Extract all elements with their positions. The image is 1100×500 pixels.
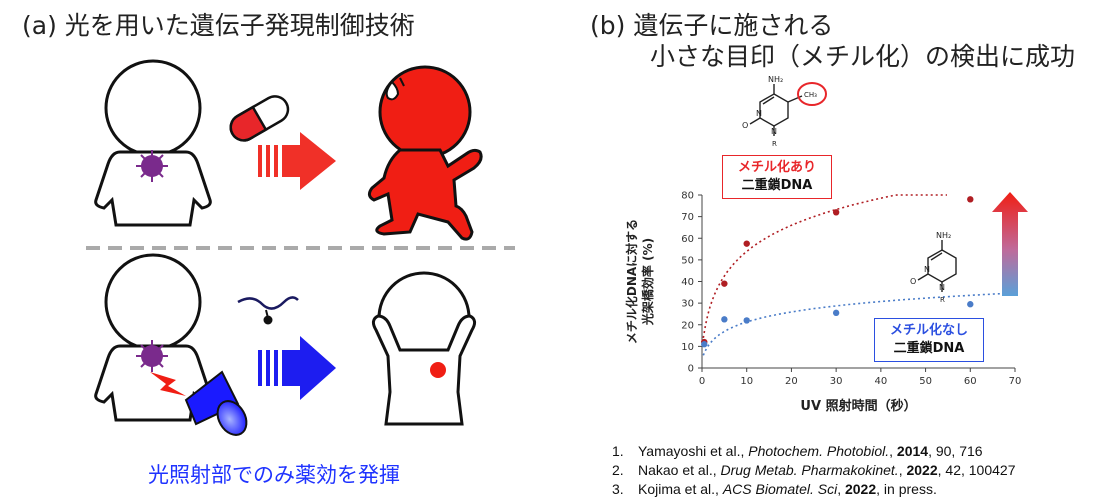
increase-arrow-icon (992, 192, 1028, 296)
y-tick-label: 80 (681, 191, 694, 202)
data-point (701, 341, 708, 348)
y-tick-label: 70 (681, 212, 694, 223)
x-tick-label: 50 (919, 376, 932, 387)
oligo-strand-icon (237, 296, 299, 325)
data-point (743, 240, 750, 247)
y-axis-label-line2: 光架橋効率 (%) (640, 238, 655, 326)
treated-spot-icon (430, 362, 446, 378)
r-label: R (772, 140, 777, 148)
x-tick-label: 60 (964, 376, 977, 387)
data-point (721, 280, 728, 287)
figure-healed (371, 271, 477, 426)
figure-top-left (94, 59, 212, 227)
data-point (832, 209, 840, 216)
figure-red-side-effect (367, 65, 483, 241)
ch3-label: CH₃ (804, 91, 817, 99)
fit-curve (702, 194, 947, 339)
methyl-highlight-circle (797, 82, 827, 106)
x-tick-label: 10 (740, 376, 753, 387)
panel-a-title: (a) 光を用いた遺伝子発現制御技術 (22, 11, 415, 40)
n3-label-2: N (924, 265, 930, 274)
data-point (743, 317, 750, 324)
n1-label-2: N (939, 283, 945, 292)
panel-a-caption: 光照射部でのみ薬効を発揮 (148, 463, 400, 487)
n3-label: N (756, 109, 762, 118)
reference-item: 3. Kojima et al., ACS Biomatel. Sci, 2022… (612, 481, 937, 497)
x-tick-label: 40 (874, 376, 887, 387)
reference-item: 2. Nakao et al., Drug Metab. Pharmakokine… (612, 462, 1016, 478)
methylated-label: メチル化あり (737, 160, 816, 175)
figure-bottom-left (94, 253, 212, 422)
crosslink-chart: 0 10 20 30 40 50 60 70 0 10 20 30 40 50 60 70 80 UV 照射時間… (624, 191, 1022, 415)
x-tick-label: 20 (785, 376, 798, 387)
panel-a-illustration (86, 59, 515, 436)
methylated-dsdna-label: 二重鎖DNA (741, 178, 813, 193)
data-point (721, 316, 728, 323)
reference-item: 1. Yamayoshi et al., Photochem. Photobiol… (612, 443, 983, 459)
disease-spot-icon-bottom (136, 340, 168, 372)
nh2-label: NH₂ (768, 75, 783, 84)
unmethylated-dsdna-label: 二重鎖DNA (893, 341, 965, 356)
y-axis-label-line1: メチル化DNAに対する (624, 219, 639, 344)
sweat-drop-icon (385, 77, 405, 101)
x-axis-label: UV 照射時間（秒） (800, 398, 916, 414)
o-label-2: O (910, 277, 916, 286)
y-tick-label: 60 (681, 234, 694, 245)
n1-label: N (771, 127, 777, 136)
x-tick-label: 30 (830, 376, 843, 387)
data-point (832, 309, 840, 317)
panel-b-title-line1: (b) 遺伝子に施される (590, 11, 834, 40)
data-point (967, 196, 974, 203)
red-arrow-icon (258, 132, 336, 190)
lightning-icon (150, 372, 186, 396)
panel-b-title-line2: 小さな目印（メチル化）の検出に成功 (650, 42, 1076, 71)
y-tick-label: 0 (688, 364, 694, 375)
methylated-label-box: メチル化あり 二重鎖DNA (722, 155, 832, 199)
y-tick-label: 30 (681, 299, 694, 310)
unmethylated-label: メチル化なし (889, 323, 968, 338)
blue-arrow-icon (258, 336, 336, 400)
nh2-label-2: NH₂ (936, 231, 951, 240)
methylcytosine-structure: NH₂ CH₃ N N O R (742, 75, 827, 148)
data-point (967, 301, 974, 308)
y-tick-label: 40 (681, 277, 694, 288)
references-list: 1. Yamayoshi et al., Photochem. Photobiol… (612, 442, 1016, 499)
unmethylated-label-box: メチル化なし 二重鎖DNA (874, 318, 984, 362)
cytosine-structure: NH₂ N N O R (910, 231, 957, 304)
o-label: O (742, 121, 748, 130)
y-tick-label: 50 (681, 255, 694, 266)
x-tick-label: 70 (1009, 376, 1022, 387)
x-tick-label: 0 (699, 376, 705, 387)
disease-spot-icon (136, 150, 168, 182)
flashlight-icon (184, 370, 248, 436)
y-tick-label: 10 (681, 342, 694, 353)
capsule-icon (229, 95, 290, 142)
y-tick-label: 20 (681, 320, 694, 331)
r-label-2: R (940, 296, 945, 304)
